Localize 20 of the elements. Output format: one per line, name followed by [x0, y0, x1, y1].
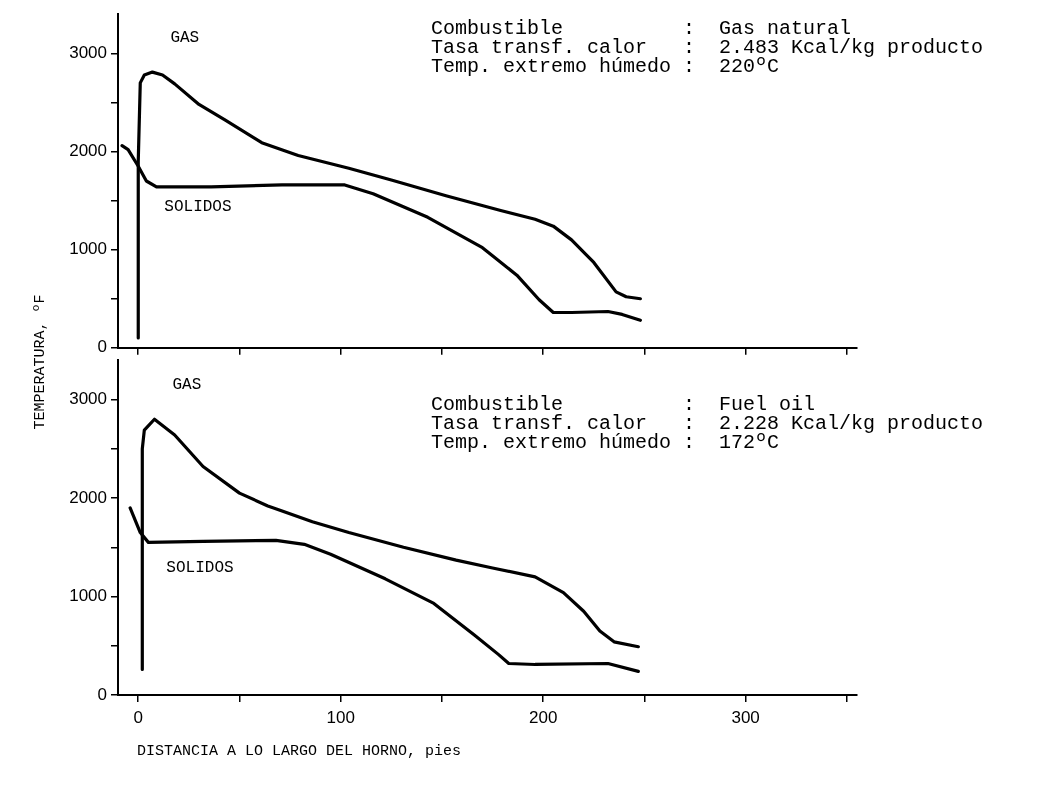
y-tick-label: 3000 — [69, 43, 107, 63]
y-axis-title: TEMPERATURA, ºF — [31, 294, 49, 430]
x-tick-label: 200 — [528, 707, 558, 727]
x-axis-title: DISTANCIA A LO LARGO DEL HORNO, pies — [137, 743, 462, 760]
y-tick-label: 3000 — [69, 389, 107, 409]
x-tick-label: 100 — [326, 707, 355, 727]
annotation: Temp. extremo húmedo : 172ºC — [431, 431, 780, 455]
y-tick-label: 1000 — [69, 586, 107, 606]
series-label: SOLIDOS — [166, 559, 234, 578]
y-tick-label: 2000 — [69, 141, 107, 161]
y-tick-label: 0 — [97, 684, 107, 704]
annotation: Temp. extremo húmedo : 220ºC — [431, 55, 780, 79]
x-tick-label: 0 — [133, 707, 143, 727]
y-tick-label: 0 — [97, 337, 107, 357]
series-label: GAS — [172, 376, 202, 395]
x-tick-label: 300 — [731, 707, 760, 727]
y-tick-label: 1000 — [69, 239, 107, 259]
y-tick-label: 2000 — [69, 487, 107, 507]
series-label: GAS — [170, 29, 200, 48]
series-label: SOLIDOS — [164, 198, 232, 216]
